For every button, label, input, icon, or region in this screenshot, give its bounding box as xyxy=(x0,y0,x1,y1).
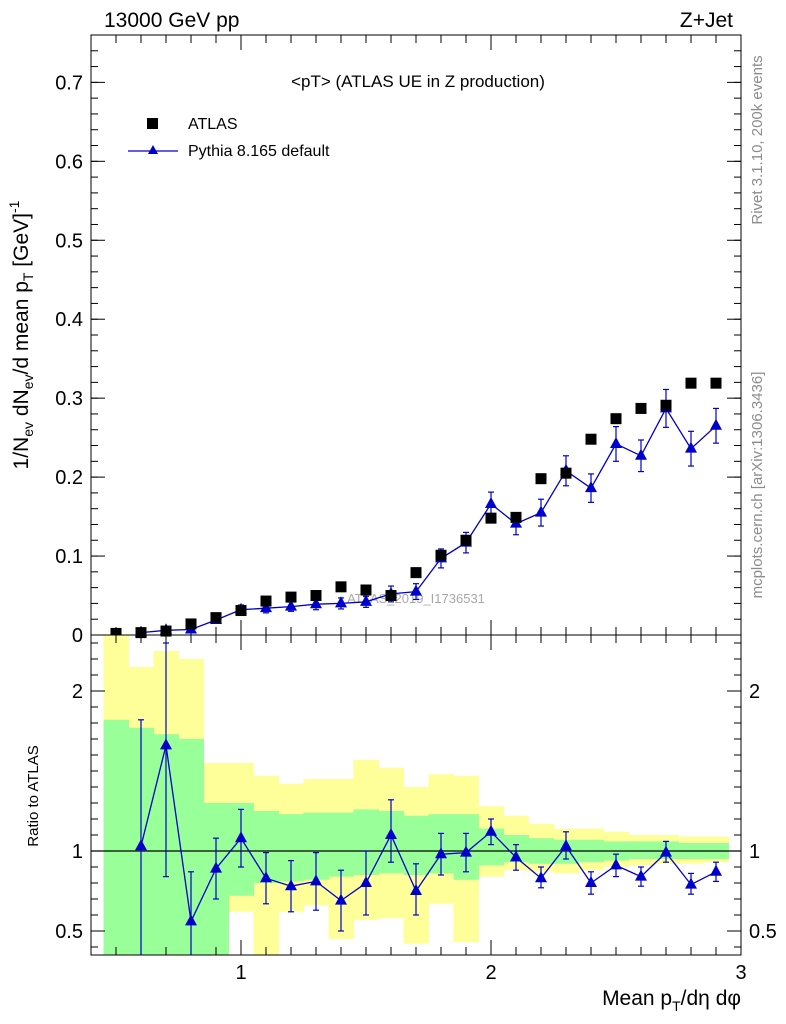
mc-point xyxy=(485,496,497,508)
ratio-point xyxy=(685,877,697,889)
uncertainty-band-green xyxy=(628,841,654,859)
y-tick-label: 0.1 xyxy=(55,546,83,568)
ratio-point xyxy=(635,869,647,881)
ratio-point xyxy=(235,831,247,843)
ratio-point xyxy=(135,839,147,851)
data-point xyxy=(535,473,547,485)
mc-point xyxy=(285,599,297,611)
main-plot-title: <pT> (ATLAS UE in Z production) xyxy=(291,72,545,91)
data-point xyxy=(310,590,322,602)
mc-point xyxy=(335,596,347,608)
data-point xyxy=(685,377,697,389)
data-point xyxy=(210,612,222,624)
ratio-y-tick-label: 1 xyxy=(72,841,83,863)
data-point xyxy=(185,618,197,630)
ratio-point xyxy=(660,845,672,857)
mc-point xyxy=(535,505,547,517)
ratio-point xyxy=(360,876,372,887)
data-point xyxy=(385,590,397,602)
data-point xyxy=(260,595,272,607)
data-point xyxy=(285,591,297,603)
ratio-point xyxy=(160,738,172,750)
ratio-point xyxy=(435,847,447,859)
ratio-point xyxy=(610,858,622,870)
mcplots-label: mcplots.cern.ch [arXiv:1306.3436] xyxy=(749,372,766,599)
ratio-point xyxy=(535,871,547,883)
ratio-y-axis-label: Ratio to ATLAS xyxy=(25,745,42,846)
x-tick-label: 3 xyxy=(735,962,746,984)
ratio-point xyxy=(310,874,322,886)
y-tick-label: 0.2 xyxy=(55,467,83,489)
mc-point xyxy=(685,441,697,453)
ratio-y-tick-label-right: 2 xyxy=(749,681,760,703)
y-tick-label: 0.3 xyxy=(55,388,83,410)
legend-atlas-label: ATLAS xyxy=(188,116,238,133)
main-plot: 0 0.1 0.2 0.3 0.4 0.5 0.6 0.7 xyxy=(55,34,742,647)
ratio-point xyxy=(510,850,522,862)
ratio-point xyxy=(260,871,272,883)
mc-point xyxy=(635,448,647,460)
ratio-frame xyxy=(90,634,742,956)
data-point xyxy=(235,605,247,617)
header-left: 13000 GeV pp xyxy=(104,9,239,32)
data-point xyxy=(710,377,722,389)
ratio-point xyxy=(460,845,472,857)
x-tick-label: 1 xyxy=(235,962,246,984)
legend: ATLAS Pythia 8.165 default xyxy=(128,116,330,160)
data-point xyxy=(610,413,622,425)
data-point xyxy=(160,625,172,637)
data-point xyxy=(360,584,372,596)
data-point xyxy=(585,433,597,445)
mc-point xyxy=(360,594,372,606)
y-tick-label: 0.4 xyxy=(55,309,83,331)
legend-pythia-marker xyxy=(148,145,158,154)
data-point xyxy=(660,399,672,411)
data-point xyxy=(460,534,472,546)
ratio-point xyxy=(410,884,422,895)
y-tick-label: 0 xyxy=(72,625,83,647)
y-tick-label: 0.6 xyxy=(55,151,83,173)
ratio-point xyxy=(335,893,347,905)
ratio-plot: 0.5 0.5 1 1 2 2 1 2 3 xyxy=(55,634,777,984)
main-y-axis-label: 1/Nev dNev/d mean pT [GeV]-1 xyxy=(6,200,36,469)
ratio-point xyxy=(710,864,722,876)
data-point xyxy=(410,567,422,579)
data-point xyxy=(435,549,447,561)
legend-pythia-label: Pythia 8.165 default xyxy=(188,143,330,160)
data-point xyxy=(635,402,647,414)
uncertainty-band-green xyxy=(328,812,354,877)
ratio-point xyxy=(485,824,497,836)
mc-point xyxy=(260,601,272,613)
mc-point xyxy=(310,597,322,609)
ratio-y-tick-label-right: 1 xyxy=(749,841,760,863)
ratio-y-tick-label: 2 xyxy=(72,681,83,703)
x-tick-label: 2 xyxy=(485,962,496,984)
x-axis-label: Mean pT/dη dφ xyxy=(602,987,741,1014)
ratio-point xyxy=(185,914,197,926)
ratio-point xyxy=(285,879,297,891)
header-right: Z+Jet xyxy=(680,9,733,32)
data-point xyxy=(560,467,572,479)
mc-point xyxy=(710,418,722,430)
mc-point xyxy=(585,481,597,493)
data-point xyxy=(135,627,147,639)
mc-point xyxy=(610,436,622,448)
legend-atlas-marker xyxy=(147,118,158,129)
ratio-point xyxy=(385,828,397,839)
uncertainty-band-green xyxy=(103,719,129,955)
rivet-label: Rivet 3.1.10, 200k events xyxy=(749,55,766,224)
y-tick-label: 0.5 xyxy=(55,230,83,252)
mc-point xyxy=(410,584,422,596)
ratio-point xyxy=(560,839,572,851)
data-point xyxy=(485,512,497,524)
data-point xyxy=(335,581,347,593)
data-point xyxy=(510,511,522,523)
data-point xyxy=(110,627,122,639)
ratio-point xyxy=(585,876,597,887)
ratio-point xyxy=(210,861,222,873)
y-tick-label: 0.7 xyxy=(55,72,83,94)
ratio-y-tick-label: 0.5 xyxy=(55,921,83,943)
ratio-y-tick-label-right: 0.5 xyxy=(749,921,777,943)
